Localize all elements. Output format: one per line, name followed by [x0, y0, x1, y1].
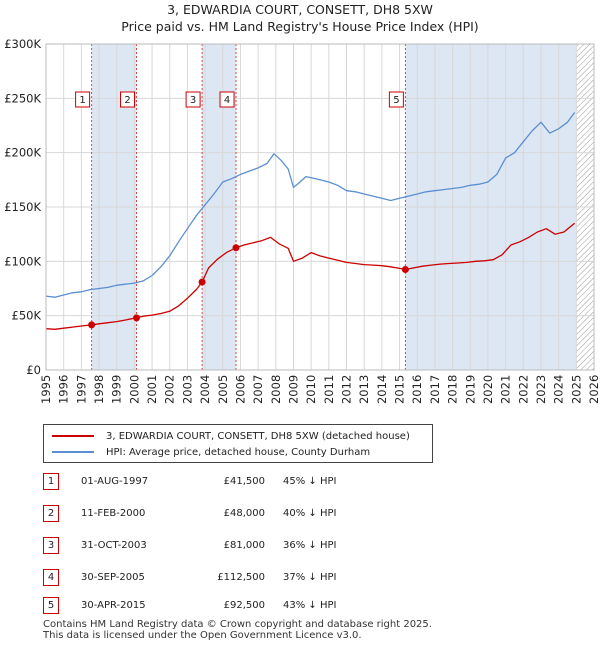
- sale-hpi-diff: 37% ↓ HPI: [283, 572, 337, 583]
- table-row: 4 30-SEP-2005 £112,500 37% ↓ HPI: [43, 569, 463, 589]
- sale-price: £41,500: [223, 476, 265, 487]
- sale-hpi-diff: 40% ↓ HPI: [283, 508, 337, 519]
- y-tick-label: £100K: [4, 254, 41, 268]
- legend-label-property: 3, EDWARDIA COURT, CONSETT, DH8 5XW (det…: [106, 430, 410, 442]
- sale-price: £48,000: [223, 508, 265, 519]
- chart-title: 3, EDWARDIA COURT, CONSETT, DH8 5XW: [167, 2, 433, 17]
- footer-licence: This data is licensed under the Open Gov…: [43, 630, 362, 641]
- sale-price: £81,000: [223, 540, 265, 551]
- sale-date: 30-APR-2015: [81, 600, 146, 611]
- x-tick-label: 2006: [233, 375, 247, 404]
- transaction-label: 4: [224, 95, 230, 106]
- x-tick-label: 2020: [481, 375, 495, 404]
- x-tick-label: 2011: [322, 375, 336, 404]
- sale-marker-box: 1: [43, 473, 59, 490]
- x-tick-label: 2015: [393, 375, 407, 404]
- y-tick-label: £150K: [4, 200, 41, 214]
- transaction-label-box: [75, 91, 91, 108]
- x-tick-label: 2025: [569, 375, 583, 404]
- x-tick-label: 2026: [587, 375, 600, 404]
- y-tick-label: £250K: [4, 91, 41, 105]
- x-tick-label: 2023: [534, 375, 548, 404]
- transaction-label-box: [219, 91, 235, 108]
- x-tick-label: 2002: [163, 375, 177, 404]
- sale-marker-box: 4: [43, 569, 59, 586]
- transaction-point: [198, 278, 206, 286]
- x-tick-label: 1997: [74, 375, 88, 404]
- transaction-point: [133, 314, 141, 322]
- table-row: 5 30-APR-2015 £92,500 43% ↓ HPI: [43, 597, 463, 617]
- legend-item-property: 3, EDWARDIA COURT, CONSETT, DH8 5XW (det…: [52, 428, 410, 444]
- footer-copyright: Contains HM Land Registry data © Crown c…: [43, 619, 432, 630]
- x-tick-label: 2007: [251, 375, 265, 404]
- plot-frame: [45, 43, 595, 371]
- x-tick-label: 2016: [410, 375, 424, 404]
- x-tick-label: 2004: [198, 375, 212, 404]
- transaction-label: 1: [79, 95, 85, 106]
- x-tick-label: 2012: [340, 375, 354, 404]
- y-tick-label: £50K: [12, 309, 42, 323]
- x-tick-label: 2009: [286, 375, 300, 404]
- transaction-label-box: [185, 91, 201, 108]
- chart-subtitle: Price paid vs. HM Land Registry's House …: [121, 19, 479, 34]
- y-tick-label: £0: [26, 363, 41, 377]
- x-tick-label: 1999: [110, 375, 124, 404]
- x-tick-label: 2021: [499, 375, 513, 404]
- x-tick-label: 2017: [428, 375, 442, 404]
- legend-swatch-hpi: [52, 451, 94, 453]
- legend-item-hpi: HPI: Average price, detached house, Coun…: [52, 444, 370, 460]
- x-tick-label: 2003: [180, 375, 194, 404]
- y-tick-label: £200K: [4, 146, 41, 160]
- table-row: 2 11-FEB-2000 £48,000 40% ↓ HPI: [43, 505, 463, 525]
- sale-date: 11-FEB-2000: [81, 508, 146, 519]
- x-tick-label: 2024: [552, 375, 566, 404]
- sale-marker-box: 5: [43, 597, 59, 614]
- transaction-label: 2: [124, 95, 130, 106]
- x-tick-label: 2008: [269, 375, 283, 404]
- transaction-label-box: [120, 91, 136, 108]
- sale-hpi-diff: 43% ↓ HPI: [283, 600, 337, 611]
- transaction-label-box: [388, 91, 404, 108]
- footer: Contains HM Land Registry data © Crown c…: [43, 619, 432, 641]
- transaction-point: [401, 265, 409, 273]
- x-tick-label: 2018: [446, 375, 460, 404]
- table-row: 1 01-AUG-1997 £41,500 45% ↓ HPI: [43, 473, 463, 493]
- x-tick-label: 2001: [145, 375, 159, 404]
- x-tick-label: 2005: [216, 375, 230, 404]
- x-tick-label: 2013: [357, 375, 371, 404]
- legend-label-hpi: HPI: Average price, detached house, Coun…: [106, 446, 371, 458]
- sale-date: 01-AUG-1997: [81, 476, 149, 487]
- y-tick-label: £300K: [4, 37, 41, 51]
- x-tick-label: 2000: [127, 375, 141, 404]
- x-tick-label: 2019: [463, 375, 477, 404]
- transaction-point: [232, 244, 240, 252]
- sale-date: 30-SEP-2005: [81, 572, 145, 583]
- sale-date: 31-OCT-2003: [81, 540, 147, 551]
- sale-marker-box: 3: [43, 537, 59, 554]
- x-tick-label: 2022: [516, 375, 530, 404]
- x-tick-label: 1998: [92, 375, 106, 404]
- price-chart: 1 2 3 4 5 £0 £50K £100K £150K £200K £250K £300K 1995…: [4, 37, 600, 404]
- hpi-line: [45, 112, 576, 298]
- sale-hpi-diff: 45% ↓ HPI: [283, 476, 337, 487]
- legend-swatch-property: [52, 435, 94, 437]
- x-tick-label: 2014: [375, 375, 389, 404]
- transaction-label: 5: [393, 95, 399, 106]
- x-tick-label: 1996: [57, 375, 71, 404]
- legend: 3, EDWARDIA COURT, CONSETT, DH8 5XW (det…: [43, 424, 433, 463]
- sale-marker-box: 2: [43, 505, 59, 522]
- sale-price: £112,500: [217, 572, 265, 583]
- x-tick-label: 2010: [304, 375, 318, 404]
- sale-hpi-diff: 36% ↓ HPI: [283, 540, 337, 551]
- table-row: 3 31-OCT-2003 £81,000 36% ↓ HPI: [43, 537, 463, 557]
- sale-price: £92,500: [223, 600, 265, 611]
- transaction-point: [88, 321, 96, 329]
- x-tick-label: 1995: [39, 375, 53, 404]
- transaction-label: 3: [190, 95, 196, 106]
